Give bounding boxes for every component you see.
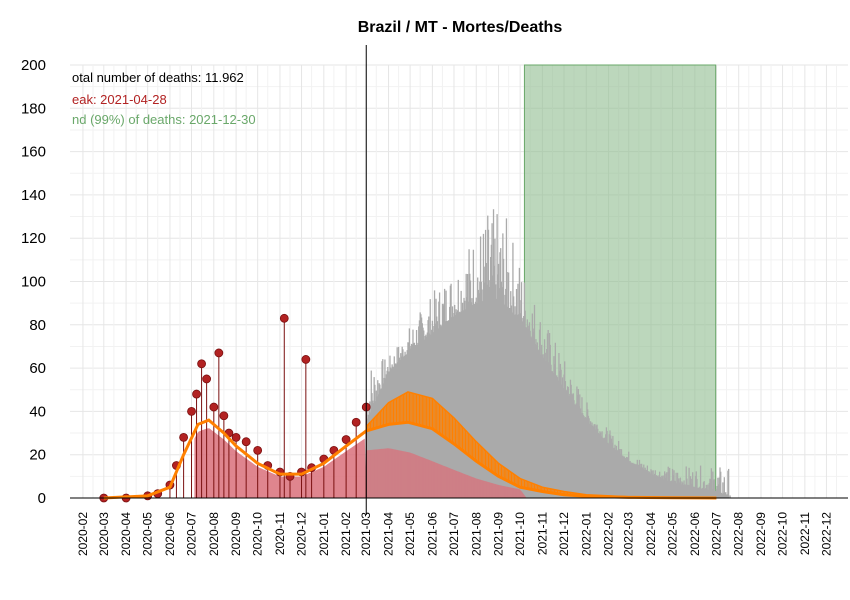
x-tick-label: 2021-05 (403, 512, 417, 556)
observed-point (179, 432, 189, 442)
y-tick-label: 180 (21, 100, 46, 117)
x-tick-label: 2020-11 (273, 512, 287, 555)
x-tick-label: 2022-03 (622, 512, 636, 556)
y-tick-label: 200 (21, 57, 46, 74)
y-tick-label: 80 (29, 317, 46, 334)
x-tick-label: 2022-10 (776, 512, 790, 556)
x-tick-label: 2020-05 (141, 512, 155, 556)
x-tick-label: 2022-04 (644, 512, 658, 556)
x-tick-label: 2021-09 (492, 512, 506, 556)
observed-series (99, 313, 371, 503)
y-tick-label: 20 (29, 447, 46, 464)
annotation-total: otal number of deaths: 11.962 (72, 70, 244, 85)
observed-area (194, 428, 367, 498)
x-tick-label: 2021-03 (359, 512, 373, 556)
observed-point (214, 348, 224, 358)
forecast-low-area (366, 448, 527, 498)
x-tick-label: 2021-08 (469, 512, 483, 556)
x-tick-label: 2021-07 (447, 512, 461, 556)
x-tick-label: 2022-08 (732, 512, 746, 556)
observed-point (351, 417, 361, 427)
x-tick-label: 2022-12 (819, 512, 833, 556)
observed-point (202, 374, 212, 384)
y-tick-label: 160 (21, 144, 46, 161)
x-tick-label: 2021-12 (557, 512, 571, 556)
x-tick-label: 2021-01 (317, 512, 331, 556)
observed-point (231, 432, 241, 442)
x-tick-label: 2021-10 (513, 512, 527, 556)
x-tick-label: 2022-06 (688, 512, 702, 556)
observed-point (253, 445, 263, 455)
observed-point (279, 313, 289, 323)
x-tick-label: 2022-11 (798, 512, 812, 555)
x-tick-label: 2021-06 (425, 512, 439, 556)
x-axis-ticks: 2020-02 2020-03 2020-04 2020-05 2020-06 2020-… (76, 512, 833, 556)
annotation-peak: eak: 2021-04-28 (72, 92, 167, 107)
observed-point (192, 389, 201, 399)
x-tick-label: 2021-11 (535, 512, 549, 555)
x-tick-label: 2022-07 (709, 512, 723, 556)
annotation-end: nd (99%) of deaths: 2021-12-30 (72, 112, 256, 127)
x-tick-label: 2020-03 (97, 512, 111, 556)
y-axis-ticks: 0 20 40 60 80 100 120 140 160 180 200 (21, 57, 46, 507)
observed-point (197, 359, 206, 369)
y-tick-label: 0 (38, 490, 46, 507)
y-tick-label: 140 (21, 187, 46, 204)
x-tick-label: 2022-05 (666, 512, 680, 556)
observed-point (187, 406, 196, 416)
x-tick-label: 2022-02 (602, 512, 616, 556)
y-tick-label: 120 (21, 230, 46, 247)
x-tick-label: 2020-08 (207, 512, 221, 556)
x-tick-label: 2021-04 (382, 512, 396, 556)
annotations: otal number of deaths: 11.962 eak: 2021-… (72, 70, 256, 127)
x-tick-label: 2020-09 (229, 512, 243, 556)
observed-point (301, 355, 311, 364)
chart-title: Brazil / MT - Mortes/Deaths (358, 19, 563, 36)
x-tick-label: 2021-02 (339, 512, 353, 556)
x-tick-label: 2022-09 (754, 512, 768, 556)
x-tick-label: 2020-12 (295, 512, 309, 556)
y-tick-label: 100 (21, 274, 46, 291)
y-tick-label: 60 (29, 360, 46, 377)
observed-point (241, 437, 251, 447)
x-tick-label: 2020-04 (119, 512, 133, 556)
y-tick-label: 40 (29, 403, 46, 420)
x-tick-label: 2020-10 (251, 512, 265, 556)
x-tick-label: 2020-07 (185, 512, 199, 556)
x-tick-label: 2022-01 (579, 512, 593, 556)
observed-point (341, 435, 351, 444)
axes (70, 45, 848, 515)
x-tick-label: 2020-06 (163, 512, 177, 556)
x-tick-label: 2020-02 (76, 512, 90, 556)
observed-point (209, 402, 219, 412)
observed-point (219, 411, 229, 421)
